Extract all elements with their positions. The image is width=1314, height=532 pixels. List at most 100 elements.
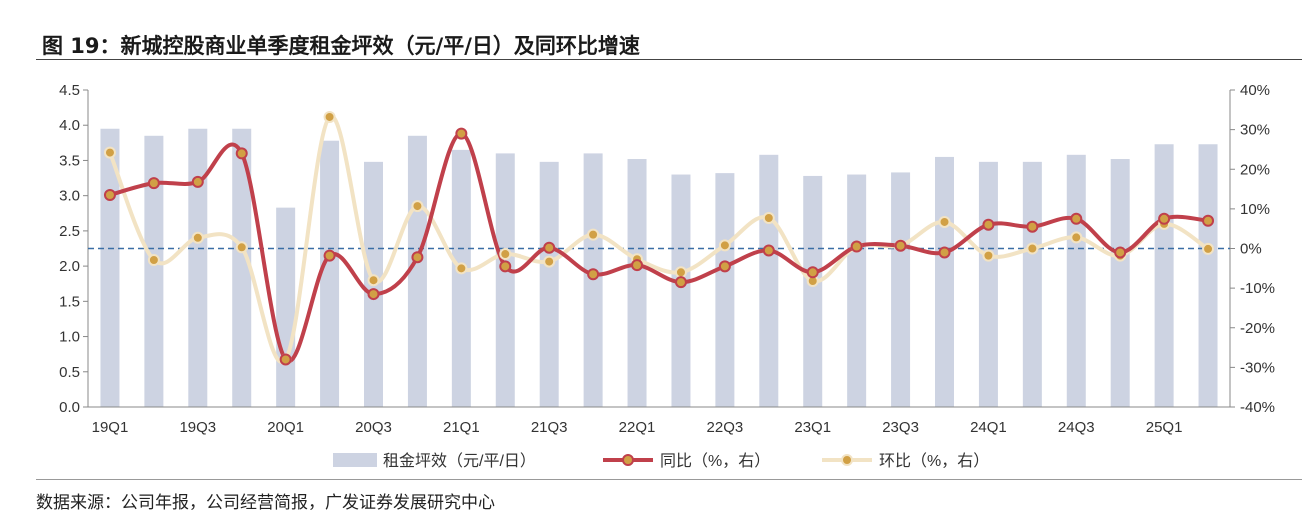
yoy-point-21Q3 (543, 241, 556, 254)
yoy-point-21Q4 (587, 268, 600, 281)
right-tick-label: -40% (1240, 399, 1275, 416)
legend-yoy-marker (622, 454, 634, 466)
bar-20Q2 (320, 140, 340, 407)
qoq-point-24Q3 (1070, 231, 1083, 244)
left-tick-label: 1.5 (59, 293, 80, 310)
qoq-point-24Q2 (1026, 242, 1039, 255)
qoq-point-22Q3 (718, 239, 731, 252)
qoq-point-23Q4 (938, 215, 951, 228)
bar-19Q4 (232, 128, 252, 407)
x-tick-label: 21Q3 (531, 419, 568, 436)
qoq-point-20Q3 (367, 274, 380, 287)
bar-24Q1 (978, 161, 998, 407)
qoq-point-19Q4 (235, 241, 248, 254)
bar-25Q2 (1198, 144, 1218, 407)
yoy-point-23Q4 (938, 246, 951, 259)
yoy-point-25Q1 (1158, 212, 1171, 225)
x-tick-label: 23Q1 (794, 419, 831, 436)
bar-20Q1 (276, 207, 296, 407)
x-tick-label: 19Q3 (179, 419, 216, 436)
yoy-point-23Q1 (806, 266, 819, 279)
yoy-point-24Q1 (982, 218, 995, 231)
x-tick-label: 22Q3 (707, 419, 744, 436)
yoy-point-23Q2 (850, 240, 863, 253)
footer-divider (36, 479, 1302, 480)
qoq-point-19Q1 (103, 146, 116, 159)
qoq-point-20Q4 (411, 200, 424, 213)
yoy-point-22Q4 (762, 244, 775, 257)
title-divider (36, 59, 1302, 60)
bar-24Q3 (1066, 154, 1086, 407)
right-tick-label: 40% (1240, 82, 1270, 99)
data-source-note: 数据来源：公司年报，公司经营简报，广发证券发展研究中心 (36, 493, 495, 513)
left-tick-label: 2.5 (59, 223, 80, 240)
qoq-point-19Q2 (147, 253, 160, 266)
legend-bar-swatch (333, 453, 377, 467)
bar-19Q2 (144, 135, 164, 408)
bar-21Q3 (539, 161, 559, 407)
bar-22Q4 (759, 154, 779, 407)
legend-bar-label: 租金坪效（元/平/日） (383, 452, 536, 470)
left-tick-label: 0.0 (59, 399, 80, 416)
legend: 租金坪效（元/平/日） 同比（%，右） 环比（%，右） (333, 452, 989, 470)
yoy-point-19Q3 (191, 175, 204, 188)
figure-title: 图 19：新城控股商业单季度租金坪效（元/平/日）及同环比增速 (42, 34, 640, 58)
yoy-point-22Q1 (631, 259, 644, 272)
x-tick-label: 23Q3 (882, 419, 919, 436)
x-tick-label: 24Q1 (970, 419, 1007, 436)
qoq-point-21Q2 (499, 248, 512, 261)
bar-25Q1 (1154, 144, 1174, 407)
x-tick-label: 20Q3 (355, 419, 392, 436)
bar-23Q4 (935, 156, 954, 407)
bar-24Q2 (1022, 161, 1042, 407)
qoq-point-22Q4 (762, 211, 775, 224)
yoy-point-25Q2 (1202, 214, 1215, 227)
yoy-point-22Q3 (718, 260, 731, 273)
yoy-point-19Q1 (103, 189, 116, 202)
right-tick-label: 30% (1240, 122, 1270, 139)
yoy-point-19Q4 (235, 147, 248, 160)
yoy-point-24Q3 (1070, 212, 1083, 225)
qoq-point-21Q1 (455, 262, 468, 275)
qoq-point-22Q2 (674, 266, 687, 279)
left-tick-label: 2.0 (59, 258, 80, 275)
right-tick-label: -20% (1240, 320, 1275, 337)
left-tick-label: 4.5 (59, 82, 80, 99)
yoy-point-21Q1 (455, 127, 468, 140)
qoq-point-20Q2 (323, 110, 336, 123)
x-tick-label: 21Q1 (443, 419, 480, 436)
bar-22Q1 (627, 159, 647, 407)
right-tick-label: -10% (1240, 280, 1275, 297)
bar-22Q3 (715, 173, 735, 407)
bar-21Q1 (451, 149, 471, 407)
x-tick-label: 24Q3 (1058, 419, 1095, 436)
x-tick-label: 25Q1 (1146, 419, 1183, 436)
left-tick-label: 3.5 (59, 152, 80, 169)
x-tick-label: 22Q1 (619, 419, 656, 436)
legend-yoy-label: 同比（%，右） (660, 452, 770, 470)
bar-22Q2 (671, 174, 691, 407)
yoy-point-20Q4 (411, 251, 424, 264)
right-tick-label: -30% (1240, 359, 1275, 376)
legend-qoq-marker (841, 454, 853, 466)
right-tick-label: 0% (1240, 241, 1262, 258)
axes-group: 0.0 0.5 1.0 1.5 2.0 2.5 3.0 3.5 4.0 4.5 -40% -30% -2… (59, 82, 1275, 436)
bar-23Q1 (803, 175, 823, 407)
yoy-point-22Q2 (674, 276, 687, 289)
qoq-point-21Q3 (543, 255, 556, 268)
yoy-point-24Q2 (1026, 220, 1039, 233)
qoq-point-24Q1 (982, 249, 995, 262)
qoq-point-25Q2 (1202, 242, 1215, 255)
yoy-point-24Q4 (1114, 246, 1127, 259)
legend-qoq-label: 环比（%，右） (879, 452, 989, 470)
line-series-group (103, 110, 1215, 366)
yoy-point-19Q2 (147, 177, 160, 190)
qoq-point-19Q3 (191, 231, 204, 244)
yoy-point-20Q3 (367, 288, 380, 301)
qoq-point-21Q4 (587, 228, 600, 241)
bar-23Q3 (891, 172, 911, 407)
bar-19Q3 (188, 128, 208, 407)
bar-24Q4 (1110, 159, 1130, 407)
bar-21Q2 (495, 153, 515, 407)
